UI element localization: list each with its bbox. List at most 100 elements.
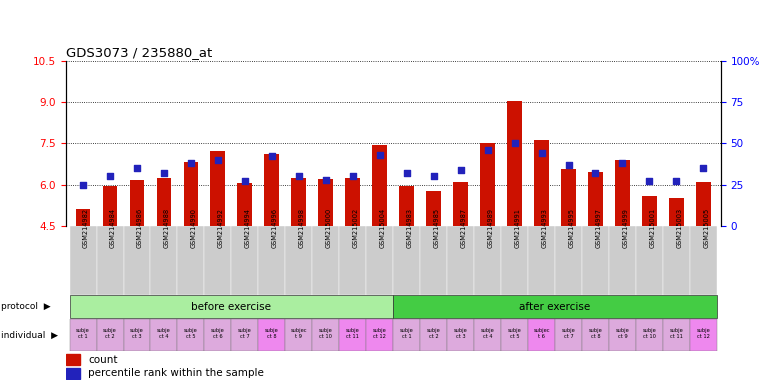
Text: subje
ct 12: subje ct 12: [696, 328, 710, 339]
Bar: [555, 319, 582, 351]
Bar: [285, 319, 312, 351]
Text: subjec
t 6: subjec t 6: [534, 328, 550, 339]
Text: GSM214982: GSM214982: [83, 208, 89, 248]
Text: GSM214994: GSM214994: [245, 208, 251, 248]
Point: [508, 140, 520, 146]
Text: after exercise: after exercise: [520, 302, 591, 312]
Point: [320, 177, 332, 183]
Text: subje
ct 1: subje ct 1: [400, 328, 413, 339]
Point: [481, 147, 493, 153]
Text: GSM215003: GSM215003: [676, 208, 682, 248]
Bar: [231, 319, 258, 351]
Bar: [447, 319, 474, 351]
Text: subje
ct 8: subje ct 8: [588, 328, 602, 339]
Text: GSM214993: GSM214993: [541, 208, 547, 248]
Bar: [66, 368, 80, 379]
Bar: [231, 226, 258, 295]
Bar: [177, 226, 204, 295]
Text: GSM214989: GSM214989: [487, 208, 493, 248]
Text: subje
ct 5: subje ct 5: [507, 328, 521, 339]
Text: GSM215001: GSM215001: [649, 208, 655, 248]
Bar: [690, 226, 717, 295]
Bar: [420, 226, 447, 295]
Bar: [534, 141, 549, 349]
Bar: [528, 319, 555, 351]
Bar: [507, 101, 522, 349]
Bar: [76, 209, 90, 349]
Text: GSM214988: GSM214988: [164, 208, 170, 248]
Bar: [130, 180, 144, 349]
Text: subjec
t 9: subjec t 9: [291, 328, 307, 339]
Point: [400, 170, 412, 176]
Bar: [96, 319, 123, 351]
Bar: [609, 226, 636, 295]
Bar: [528, 226, 555, 295]
Bar: [366, 319, 393, 351]
Bar: [690, 319, 717, 351]
Bar: [393, 295, 717, 318]
Bar: [312, 319, 339, 351]
Bar: [123, 319, 150, 351]
Bar: [69, 226, 96, 295]
Text: GSM214983: GSM214983: [406, 208, 412, 248]
Text: GSM215002: GSM215002: [353, 208, 359, 248]
Point: [670, 178, 682, 184]
Bar: [69, 295, 393, 318]
Point: [266, 153, 278, 159]
Bar: [372, 145, 387, 349]
Bar: [237, 183, 252, 349]
Point: [104, 173, 116, 179]
Text: GSM214987: GSM214987: [460, 208, 466, 248]
Bar: [453, 182, 468, 349]
Bar: [474, 226, 501, 295]
Bar: [393, 226, 420, 295]
Bar: [69, 319, 96, 351]
Bar: [615, 160, 630, 349]
Point: [374, 152, 386, 158]
Bar: [339, 226, 366, 295]
Bar: [669, 198, 684, 349]
Bar: [150, 226, 177, 295]
Bar: [501, 319, 528, 351]
Bar: [258, 319, 285, 351]
Point: [131, 165, 143, 171]
Text: subje
ct 6: subje ct 6: [211, 328, 225, 339]
Point: [643, 178, 655, 184]
Bar: [157, 178, 171, 349]
Text: GSM214991: GSM214991: [514, 208, 520, 248]
Bar: [150, 319, 177, 351]
Bar: [393, 319, 420, 351]
Text: GSM215000: GSM215000: [326, 208, 332, 248]
Text: GSM214996: GSM214996: [272, 208, 278, 248]
Text: before exercise: before exercise: [191, 302, 271, 312]
Text: subje
ct 9: subje ct 9: [615, 328, 629, 339]
Bar: [663, 226, 690, 295]
Bar: [642, 195, 657, 349]
Bar: [474, 319, 501, 351]
Bar: [66, 354, 80, 365]
Point: [616, 160, 628, 166]
Point: [77, 182, 89, 188]
Point: [535, 150, 547, 156]
Text: subje
ct 4: subje ct 4: [481, 328, 494, 339]
Bar: [366, 226, 393, 295]
Bar: [426, 191, 441, 349]
Bar: [447, 226, 474, 295]
Bar: [96, 226, 123, 295]
Bar: [399, 186, 414, 349]
Text: GDS3073 / 235880_at: GDS3073 / 235880_at: [66, 46, 212, 60]
Bar: [582, 226, 609, 295]
Bar: [204, 319, 231, 351]
Text: subje
ct 4: subje ct 4: [157, 328, 171, 339]
Bar: [258, 226, 285, 295]
Bar: [339, 319, 366, 351]
Text: subje
ct 3: subje ct 3: [130, 328, 144, 339]
Text: subje
ct 7: subje ct 7: [238, 328, 252, 339]
Text: subje
ct 5: subje ct 5: [184, 328, 198, 339]
Bar: [582, 319, 609, 351]
Text: subje
ct 2: subje ct 2: [103, 328, 117, 339]
Point: [212, 157, 224, 163]
Text: GSM214997: GSM214997: [595, 208, 601, 248]
Point: [697, 165, 709, 171]
Bar: [663, 319, 690, 351]
